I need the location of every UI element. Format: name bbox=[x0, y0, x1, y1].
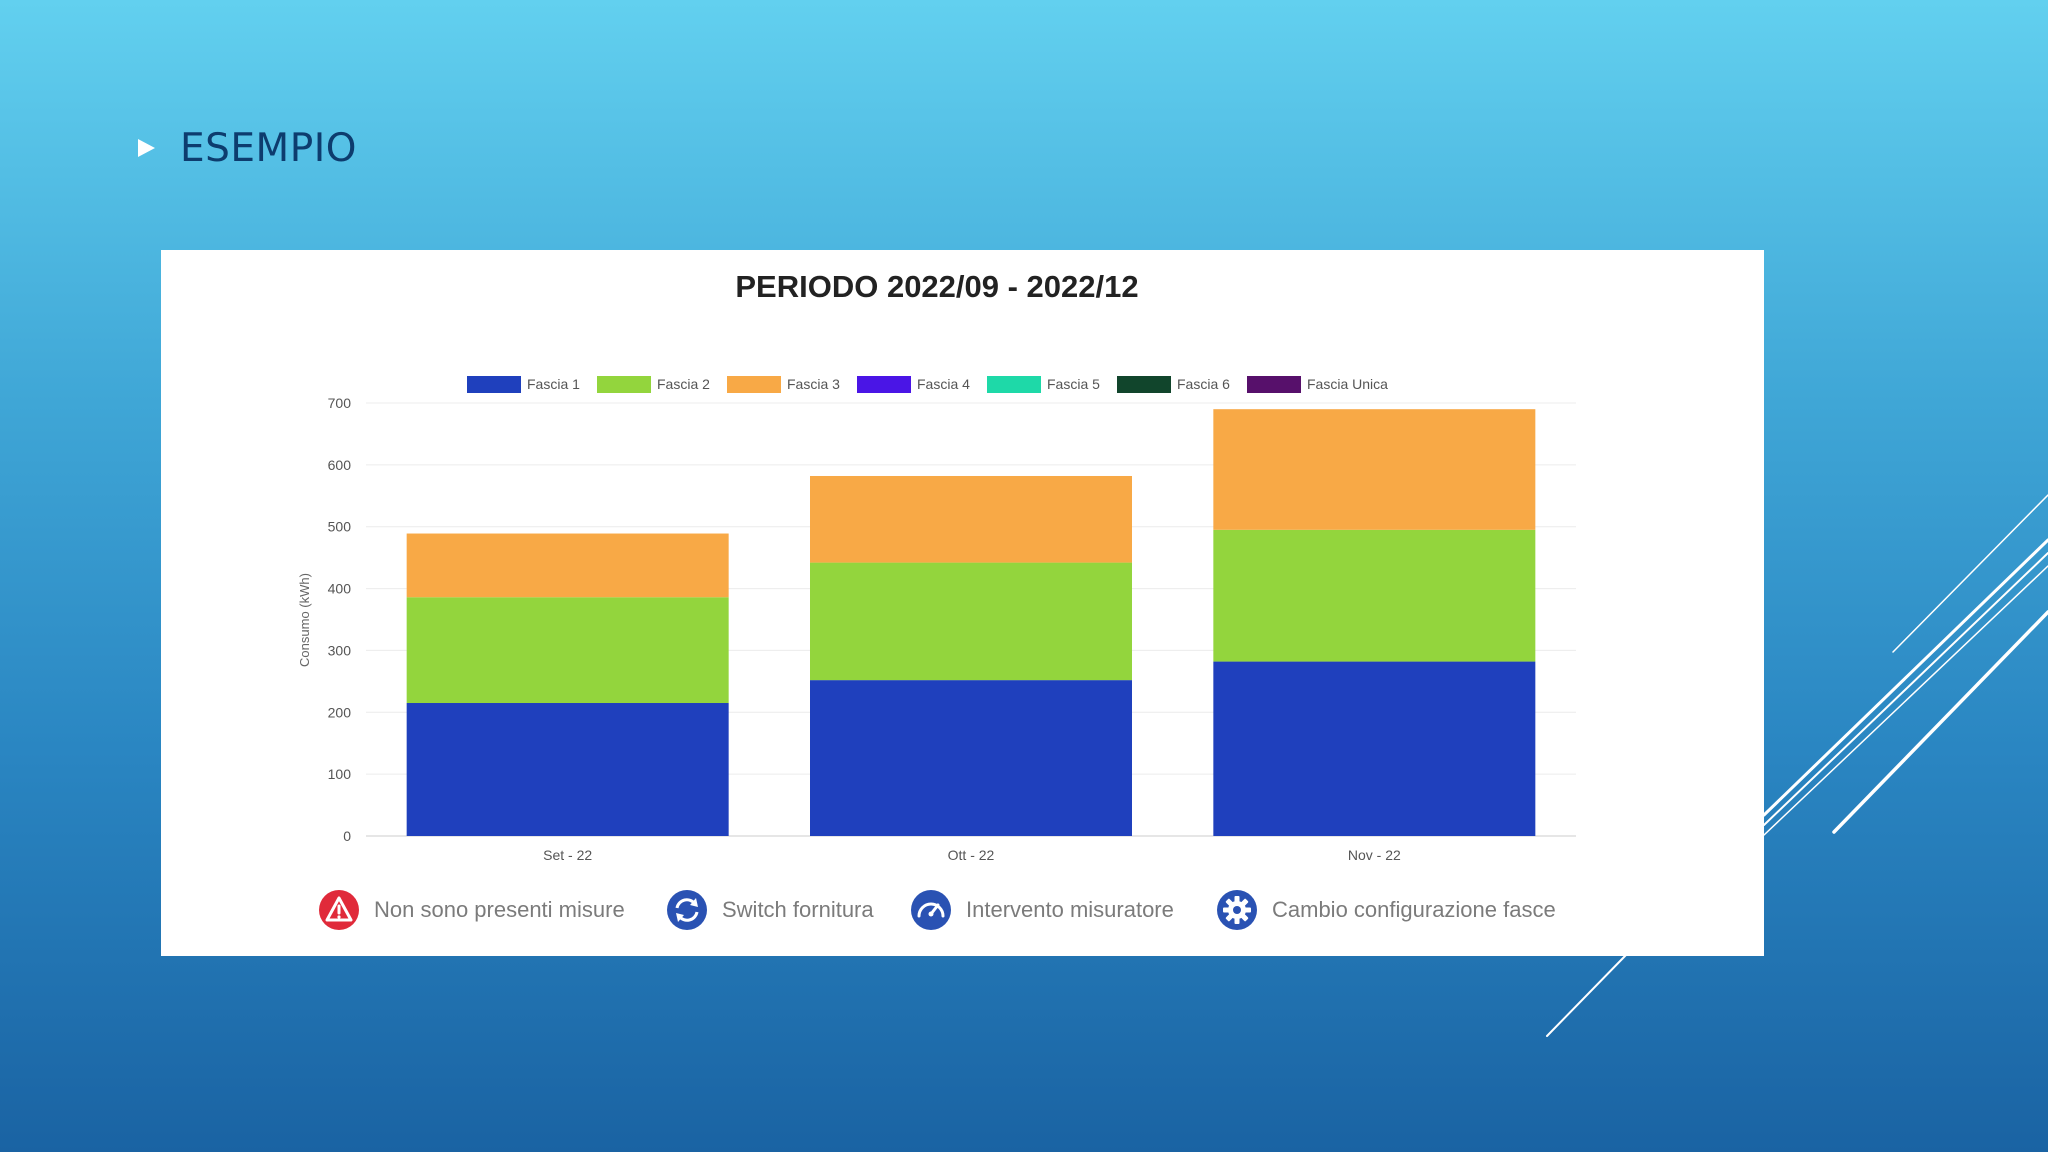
triangle-bullet-icon bbox=[138, 139, 155, 157]
bar-segment bbox=[810, 680, 1132, 836]
footer-legend-item-config: Cambio configurazione fasce bbox=[1216, 875, 1556, 945]
bar-segment bbox=[1213, 409, 1536, 530]
chart-title: PERIODO 2022/09 - 2022/12 bbox=[735, 269, 1138, 304]
y-tick-label: 100 bbox=[328, 766, 352, 782]
y-tick-label: 0 bbox=[343, 828, 351, 844]
x-tick-label: Set - 22 bbox=[543, 847, 592, 863]
x-tick-label: Ott - 22 bbox=[948, 847, 995, 863]
legend-label: Fascia 5 bbox=[1047, 376, 1100, 392]
footer-legend: Non sono presenti misure Switch fornitur… bbox=[0, 875, 2048, 945]
y-tick-label: 500 bbox=[328, 519, 352, 535]
series-legend: Fascia 1 Fascia 2 Fascia 3 Fascia 4 Fascia 5… bbox=[467, 376, 1388, 393]
legend-swatch bbox=[597, 376, 651, 393]
bar-segment bbox=[406, 597, 729, 704]
legend-swatch bbox=[1117, 376, 1171, 393]
y-axis-label: Consumo (kWh) bbox=[297, 573, 312, 667]
bar-segment bbox=[406, 703, 729, 836]
slide-heading: ESEMPIO bbox=[134, 118, 357, 178]
legend-item: Fascia Unica bbox=[1247, 376, 1388, 393]
footer-legend-item-meter: Intervento misuratore bbox=[910, 875, 1174, 945]
legend-swatch bbox=[467, 376, 521, 393]
footer-legend-label: Cambio configurazione fasce bbox=[1272, 897, 1556, 922]
gear-icon bbox=[1217, 890, 1257, 930]
footer-legend-label: Switch fornitura bbox=[722, 897, 874, 922]
legend-label: Fascia 2 bbox=[657, 376, 710, 392]
y-tick-label: 600 bbox=[328, 457, 352, 473]
refresh-icon bbox=[667, 890, 707, 930]
bar-segment bbox=[1213, 529, 1536, 662]
x-tick-label: Nov - 22 bbox=[1348, 847, 1401, 863]
y-tick-label: 200 bbox=[328, 704, 352, 720]
chart-bars bbox=[406, 409, 1536, 836]
x-axis-ticks: Set - 22 Ott - 22 Nov - 22 bbox=[543, 847, 1401, 863]
footer-legend-label: Non sono presenti misure bbox=[374, 897, 625, 922]
legend-label: Fascia Unica bbox=[1307, 376, 1388, 392]
legend-label: Fascia 4 bbox=[917, 376, 970, 392]
legend-label: Fascia 1 bbox=[527, 376, 580, 392]
legend-item: Fascia 4 bbox=[857, 376, 970, 393]
slide-title: ESEMPIO bbox=[180, 125, 357, 171]
legend-item: Fascia 6 bbox=[1117, 376, 1230, 393]
bar-segment bbox=[1213, 661, 1536, 836]
legend-swatch bbox=[727, 376, 781, 393]
legend-item: Fascia 2 bbox=[597, 376, 710, 393]
y-tick-label: 400 bbox=[328, 581, 352, 597]
footer-legend-item-no-measures: Non sono presenti misure bbox=[318, 875, 625, 945]
y-tick-label: 700 bbox=[328, 395, 352, 411]
legend-label: Fascia 3 bbox=[787, 376, 840, 392]
legend-item: Fascia 5 bbox=[987, 376, 1100, 393]
stacked-bar-chart: PERIODO 2022/09 - 2022/12 Fascia 1 Fascia… bbox=[297, 269, 1576, 863]
chart-card: PERIODO 2022/09 - 2022/12 Fascia 1 Fascia… bbox=[161, 250, 1764, 956]
y-tick-label: 300 bbox=[328, 642, 352, 658]
legend-swatch bbox=[987, 376, 1041, 393]
legend-swatch bbox=[857, 376, 911, 393]
footer-legend-label: Intervento misuratore bbox=[966, 897, 1174, 922]
bar-segment bbox=[810, 475, 1132, 563]
legend-item: Fascia 3 bbox=[727, 376, 840, 393]
warning-icon bbox=[319, 890, 359, 930]
legend-label: Fascia 6 bbox=[1177, 376, 1230, 392]
y-axis-ticks: 0 100 200 300 400 500 600 700 bbox=[328, 395, 352, 844]
legend-item: Fascia 1 bbox=[467, 376, 580, 393]
bar-segment bbox=[406, 533, 729, 598]
legend-swatch bbox=[1247, 376, 1301, 393]
footer-legend-item-switch: Switch fornitura bbox=[666, 875, 874, 945]
bar-segment bbox=[810, 562, 1132, 681]
gauge-icon bbox=[911, 890, 951, 930]
